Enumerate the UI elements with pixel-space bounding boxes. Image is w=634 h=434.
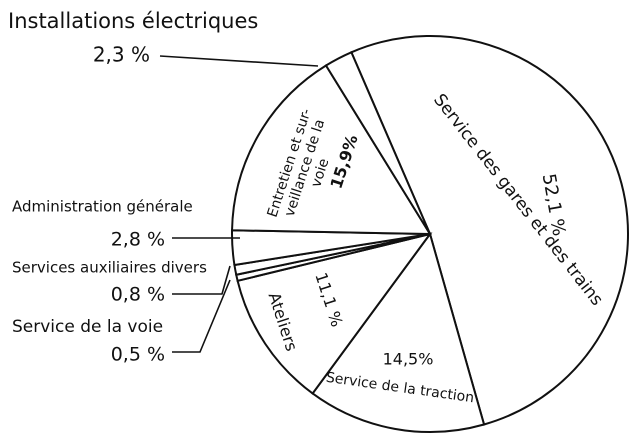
leader-line xyxy=(172,279,231,353)
value-label: 2,8 % xyxy=(111,229,165,251)
value-label: 14,5% xyxy=(383,350,434,369)
value-label: 0,5 % xyxy=(111,344,165,366)
pie-slice xyxy=(236,232,433,395)
pie-slice xyxy=(350,34,629,426)
leader-line xyxy=(159,55,319,67)
value-label: 2,3 % xyxy=(93,43,150,67)
pie-slice xyxy=(231,64,432,236)
leader-line xyxy=(172,265,231,295)
value-label: 0,8 % xyxy=(111,284,165,306)
slice-label: Service de la voie xyxy=(12,317,163,337)
slice-label: Services auxiliaires divers xyxy=(12,259,207,277)
slice-label: Installations électriques xyxy=(8,9,258,33)
pie-slice xyxy=(311,231,486,433)
slice-label: Administration générale xyxy=(12,198,193,216)
pie-slice xyxy=(324,50,431,235)
